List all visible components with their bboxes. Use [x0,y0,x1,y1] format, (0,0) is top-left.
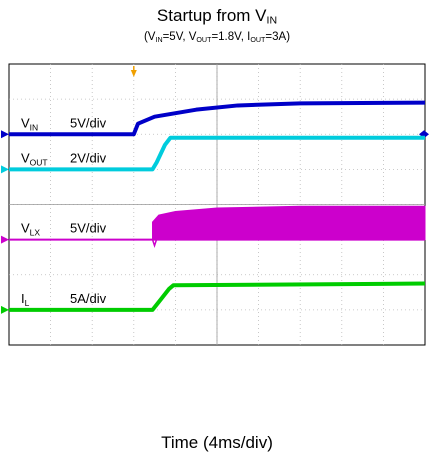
vlx-ground-marker [1,235,9,244]
vlx-scale-label: 5V/div [70,221,107,236]
chart-subtitle: (VIN=5V, VOUT=1.8V, IOUT=3A) [143,31,291,44]
trigger-marker-icon [130,70,137,77]
vout-ground-marker [1,165,9,174]
il-scale-label: 5A/div [70,291,107,306]
scope-grid [8,63,426,346]
vlx-trace-envelope [152,205,426,241]
vlx-trace-spike [151,239,158,248]
vout-scale-label: 2V/div [70,150,107,165]
scope-traces [1,100,429,314]
vin-scale-label: 5V/div [70,115,107,130]
il-channel-label: IL [21,291,30,308]
il-trace [9,281,426,312]
vout-trace [9,135,425,172]
vin-trace [9,100,426,137]
chart-title: Startup from VIN [156,6,278,27]
vin-ground-marker [1,130,9,139]
x-axis-label: Time (4ms/div) [161,433,273,452]
il-ground-marker [1,305,9,314]
